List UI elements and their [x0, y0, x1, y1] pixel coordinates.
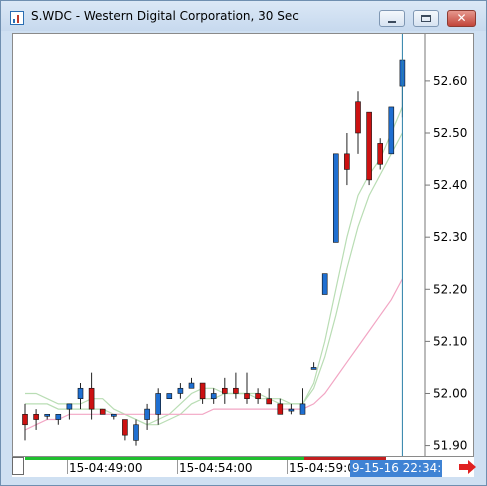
chart-app-icon: [10, 11, 24, 25]
candle-body: [55, 414, 62, 420]
candle-body: [22, 414, 28, 426]
price-tick-label: 51.90: [433, 439, 467, 453]
candle-body: [111, 414, 117, 417]
window-title: S.WDC - Western Digital Corporation, 30 …: [31, 9, 299, 23]
candle-body: [77, 387, 84, 399]
minimize-button[interactable]: [379, 10, 405, 27]
title-bar[interactable]: S.WDC - Western Digital Corporation, 30 …: [1, 1, 486, 31]
price-tick-label: 52.10: [433, 334, 467, 348]
time-axis-bar: 15-04:49:00 15-04:54:00 15-04:59:00 9-15…: [12, 457, 476, 477]
candle-body: [266, 398, 272, 405]
candle-body: [355, 101, 361, 134]
cursor-time-label: 9-15-16 22:34:00: [350, 460, 457, 477]
minimize-icon: [388, 21, 396, 23]
close-icon: ✕: [456, 11, 467, 25]
candle-body: [366, 111, 372, 181]
scroll-right-arrow-icon[interactable]: [459, 460, 476, 474]
candle-body: [122, 419, 128, 436]
time-label: 15-04:54:00: [179, 461, 253, 475]
regular-session-bar: [25, 457, 304, 460]
time-tick: [287, 460, 288, 474]
candle-body: [177, 387, 184, 394]
after-hours-session-bar: [304, 457, 386, 460]
candle-body: [233, 387, 239, 394]
price-tick-label: 52.20: [433, 282, 467, 296]
candle-body: [377, 143, 384, 165]
time-tick: [177, 460, 178, 474]
maximize-icon: [421, 15, 431, 22]
candle-body: [210, 393, 217, 399]
candle-body: [344, 153, 350, 170]
candle-body: [33, 414, 39, 420]
price-tick-label: 52.60: [433, 74, 467, 88]
candle-body: [388, 106, 395, 155]
candle-body: [188, 382, 195, 389]
time-tick: [67, 460, 68, 474]
maximize-button[interactable]: [413, 10, 439, 27]
moving-average-line: [25, 132, 403, 426]
candle-body: [155, 393, 161, 415]
candle-body: [255, 393, 261, 399]
price-tick-label: 52.30: [433, 230, 467, 244]
scroll-box[interactable]: [12, 457, 24, 475]
time-label: 15-04:59:00: [289, 461, 363, 475]
candle-body: [310, 367, 317, 370]
candle-body: [66, 403, 73, 410]
chart-plot-area[interactable]: 52.60 52.50 52.40 52.30 52.20 52.10 52.00 51.90: [12, 33, 474, 457]
candle-body: [166, 393, 173, 399]
candle-body: [277, 403, 284, 415]
moving-average-line: [24, 278, 403, 431]
candle-body: [133, 424, 139, 441]
candle-body: [244, 393, 250, 399]
candle-body: [332, 153, 339, 243]
candle-body: [299, 403, 306, 415]
candle-body: [44, 414, 51, 417]
close-button[interactable]: ✕: [447, 10, 476, 27]
price-tick-label: 52.50: [433, 126, 467, 140]
candle-body: [88, 387, 95, 410]
candle-body: [144, 408, 150, 420]
price-tick-label: 52.00: [433, 386, 467, 400]
price-chart[interactable]: 52.60 52.50 52.40 52.30 52.20 52.10 52.00 51.90: [13, 34, 473, 456]
candle-body: [222, 387, 228, 394]
candle-body: [99, 408, 106, 415]
time-label: 15-04:49:00: [69, 461, 143, 475]
candle-body: [199, 382, 206, 399]
candle-body: [321, 273, 328, 295]
price-tick-label: 52.40: [433, 178, 467, 192]
candle-body: [288, 408, 295, 412]
